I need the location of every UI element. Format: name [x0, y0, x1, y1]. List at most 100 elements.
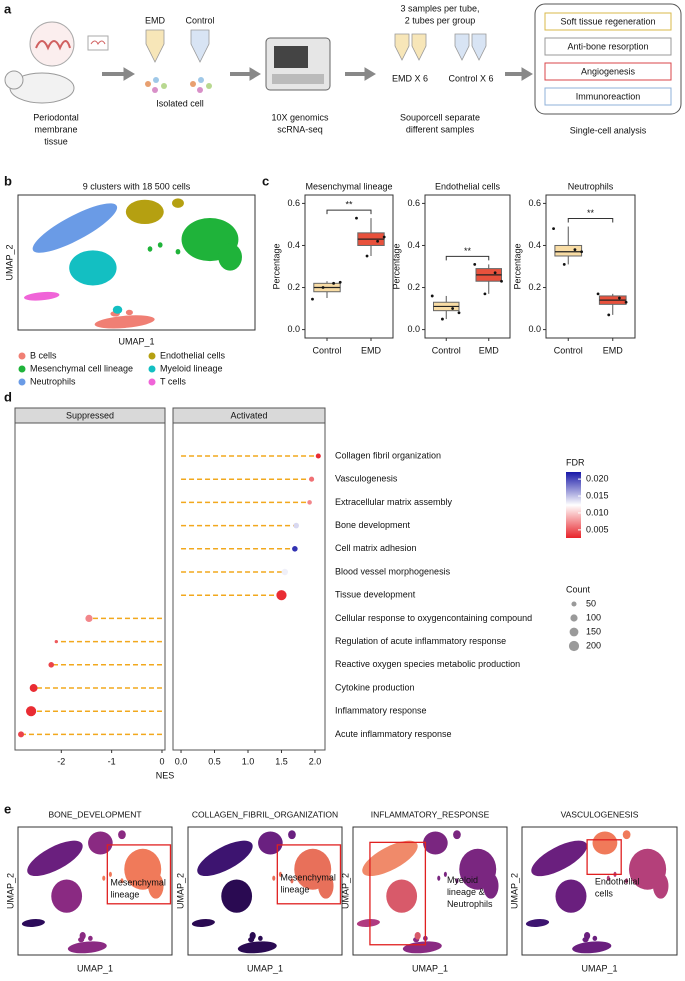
caption: 2 tubes per group [405, 15, 476, 25]
cluster-cells [386, 879, 418, 913]
cluster-cells [356, 919, 380, 927]
x-tick-label: EMD [361, 345, 382, 355]
point [618, 296, 621, 300]
mouse-head [4, 70, 24, 90]
sequencer [265, 37, 331, 91]
cluster-cells [94, 315, 155, 329]
cluster-cells [118, 830, 126, 840]
caption: 3 samples per tube, [400, 3, 479, 13]
colorbar-label: 0.005 [586, 524, 609, 534]
y-tick-label: 0.6 [407, 198, 420, 208]
cluster-cells [191, 919, 215, 927]
pool-label: EMD X 6 [392, 73, 428, 83]
caption: Periodontal [33, 112, 79, 122]
feature-title: BONE_DEVELOPMENT [48, 809, 141, 819]
cluster-cells [272, 875, 276, 881]
cluster-cells [258, 935, 263, 941]
cluster-cells [237, 941, 277, 954]
significance-bracket [567, 218, 614, 223]
caption: Single-cell analysis [570, 125, 647, 135]
point [483, 292, 487, 296]
significance-bracket [445, 255, 490, 261]
pool-label: Control X 6 [448, 73, 493, 83]
cell [153, 77, 159, 83]
isolated-cells [145, 77, 212, 93]
point [473, 262, 477, 266]
arrows [102, 67, 533, 81]
axis-label: UMAP_2 [4, 244, 14, 280]
cluster-cells [592, 831, 618, 855]
cluster-cells [318, 873, 334, 899]
plot-frame [304, 194, 394, 339]
point [493, 271, 497, 275]
panel-label: a [4, 1, 12, 16]
point [332, 281, 335, 285]
tube-label: EMD [145, 15, 166, 25]
cluster-cells [172, 198, 184, 208]
x-tick-label: 0.5 [208, 756, 221, 766]
point [500, 279, 503, 283]
annotation: Mesenchymal [280, 873, 336, 883]
cluster-cells [157, 242, 163, 248]
analysis-label: Angiogenesis [581, 66, 636, 76]
cluster-cells [584, 931, 591, 940]
lollipop-dot [315, 453, 321, 459]
inset-tissue [90, 40, 106, 45]
cluster-cells [443, 871, 447, 877]
cluster-cells [67, 941, 107, 954]
cluster-cells [278, 871, 282, 877]
legend-label: B cells [30, 350, 57, 360]
arrow-head [521, 67, 533, 81]
lollipop-dot [85, 614, 93, 623]
cluster-cells [27, 840, 83, 877]
annotation: cells [595, 888, 614, 898]
term-label: Cytokine production [335, 682, 415, 692]
cluster-cells [218, 243, 242, 271]
point [451, 307, 455, 310]
legend-dot [148, 352, 156, 360]
cluster-cells [555, 879, 587, 913]
significance: ** [464, 246, 472, 256]
axis-label: UMAP_2 [340, 873, 350, 909]
point [355, 216, 358, 220]
point [365, 254, 369, 258]
cluster-cells [437, 875, 441, 881]
annotation: lineage & [447, 887, 485, 897]
axis-label: UMAP_1 [247, 963, 283, 973]
term-label: Extracellular matrix assembly [335, 497, 453, 507]
axis-label: UMAP_1 [581, 963, 617, 973]
y-tick-label: 0.0 [528, 324, 541, 334]
size-key [568, 640, 580, 652]
chart-title: Endothelial cells [435, 181, 501, 191]
annotation: lineage [110, 890, 139, 900]
x-tick-label: EMD [479, 345, 500, 355]
legend-dot [18, 352, 26, 360]
legend-label: Endothelial cells [160, 350, 226, 360]
caption: Isolated cell [156, 98, 204, 108]
term-label: Collagen fibril organization [335, 450, 441, 460]
term-label: Cell matrix adhesion [335, 543, 417, 553]
term-label: Cellular response to oxygencontaining co… [335, 613, 532, 623]
analysis-label: Immunoreaction [576, 91, 641, 101]
cluster-cells [23, 291, 60, 301]
chart-title: Neutrophils [568, 181, 614, 191]
sequencer-tray [272, 74, 324, 84]
cell [197, 87, 203, 93]
annotation: Myeloid [447, 875, 478, 885]
cluster-cells [453, 830, 461, 840]
lollipop-dot [26, 706, 37, 717]
tube [394, 33, 410, 61]
analysis-label: Soft tissue regeneration [560, 16, 655, 26]
legend-label: Mesenchymal cell lineage [30, 363, 133, 373]
size-label: 150 [586, 626, 601, 636]
lollipop-dot [29, 684, 38, 692]
cluster-cells [197, 840, 253, 877]
cluster-cells [175, 249, 181, 255]
y-tick-label: 0.4 [287, 240, 300, 250]
cell [190, 81, 196, 87]
facet-panel [172, 422, 326, 751]
point [607, 313, 611, 317]
term-label: Acute inflammatory response [335, 729, 452, 739]
